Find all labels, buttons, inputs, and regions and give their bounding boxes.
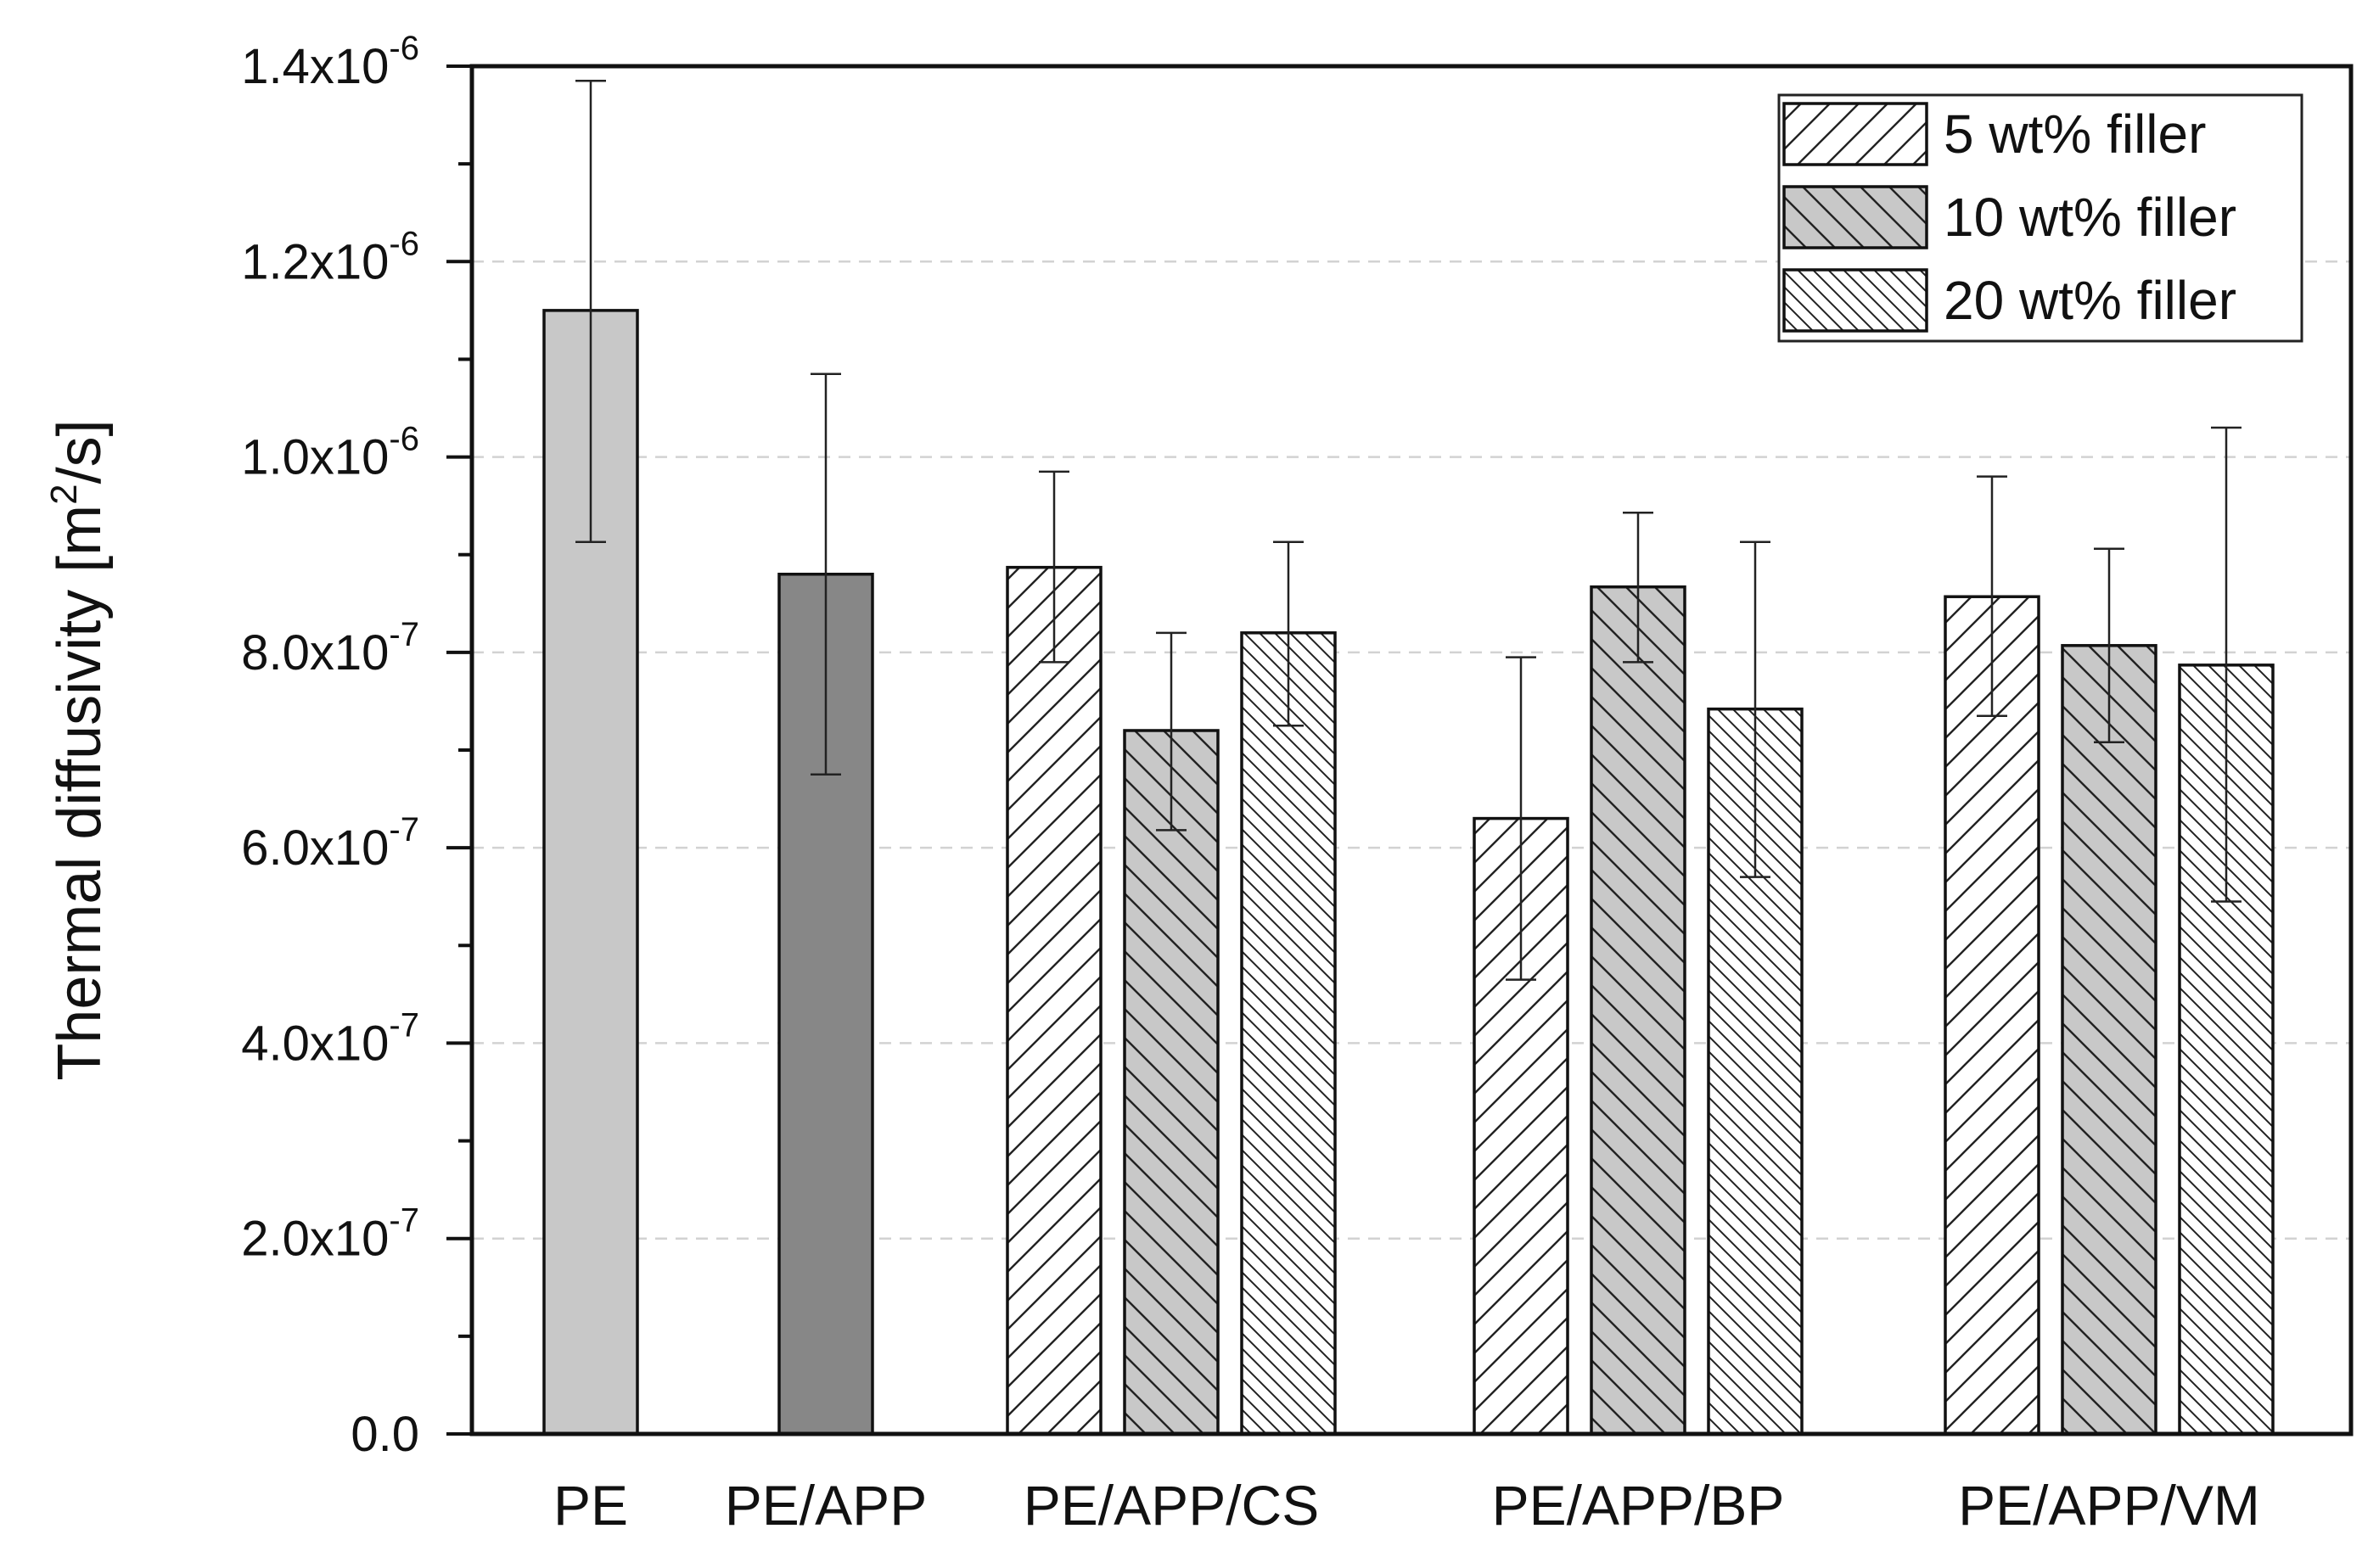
y-tick-label: 4.0x10-7 <box>241 1006 419 1071</box>
y-tick-exponent: -7 <box>389 811 419 848</box>
y-tick-exponent: -6 <box>389 421 419 458</box>
x-category-label: PE/APP <box>725 1474 927 1537</box>
y-tick-mantissa: 4.0x10 <box>241 1016 389 1071</box>
bars <box>542 309 2275 1436</box>
x-category-label: PE/APP/BP <box>1492 1474 1785 1537</box>
y-tick-label: 6.0x10-7 <box>241 811 419 876</box>
y-tick-exponent: -7 <box>389 616 419 653</box>
bar <box>2061 644 2157 1436</box>
y-axis-ticks: 0.02.0x10-74.0x10-76.0x10-78.0x10-71.0x1… <box>241 30 472 1462</box>
y-tick-mantissa: 1.4x10 <box>241 39 389 94</box>
y-tick-mantissa: 8.0x10 <box>241 625 389 680</box>
legend-label: 10 wt% filler <box>1944 187 2236 248</box>
x-category-label: PE <box>553 1474 628 1537</box>
legend-swatch <box>1782 185 1928 249</box>
y-tick-label: 2.0x10-7 <box>241 1202 419 1267</box>
bar <box>1123 729 1220 1436</box>
x-category-label: PE/APP/CS <box>1024 1474 1319 1537</box>
y-tick-exponent: -6 <box>389 225 419 262</box>
y-tick-exponent: -6 <box>389 30 419 67</box>
y-tick-mantissa: 0.0 <box>351 1407 419 1462</box>
y-axis-title-prefix: Thermal diffusivity [m <box>46 505 114 1081</box>
x-category-label: PE/APP/VM <box>1958 1474 2260 1537</box>
bar <box>1944 595 2040 1436</box>
y-tick-mantissa: 1.0x10 <box>241 430 389 485</box>
legend-swatch <box>1782 102 1928 166</box>
y-tick-exponent: -7 <box>389 1006 419 1044</box>
bar <box>1006 565 1103 1436</box>
bar <box>1590 585 1686 1436</box>
y-tick-exponent: -7 <box>389 1202 419 1240</box>
legend-swatch <box>1782 268 1928 333</box>
legend: 5 wt% filler 10 wt% filler 20 wt% filler <box>1777 93 2303 343</box>
y-axis-title-sup: 2 <box>43 484 85 504</box>
y-tick-label: 1.2x10-6 <box>241 225 419 289</box>
y-tick-mantissa: 1.2x10 <box>241 234 389 289</box>
bar <box>1240 631 1337 1436</box>
y-tick-label: 8.0x10-7 <box>241 616 419 680</box>
y-tick-label: 1.0x10-6 <box>241 421 419 485</box>
y-tick-mantissa: 6.0x10 <box>241 820 389 876</box>
y-tick-mantissa: 2.0x10 <box>241 1212 389 1267</box>
y-tick-label: 1.4x10-6 <box>241 30 419 94</box>
y-axis-title-suffix: /s] <box>46 419 114 484</box>
legend-label: 20 wt% filler <box>1944 270 2236 331</box>
y-tick-label: 0.0 <box>351 1407 419 1462</box>
legend-label: 5 wt% filler <box>1944 104 2206 165</box>
error-bars <box>575 80 2242 981</box>
y-axis-title: Thermal diffusivity [m2/s] <box>43 419 114 1080</box>
x-axis-category-labels: PE PE/APP PE/APP/CS PE/APP/BP PE/APP/VM <box>553 1474 2260 1537</box>
